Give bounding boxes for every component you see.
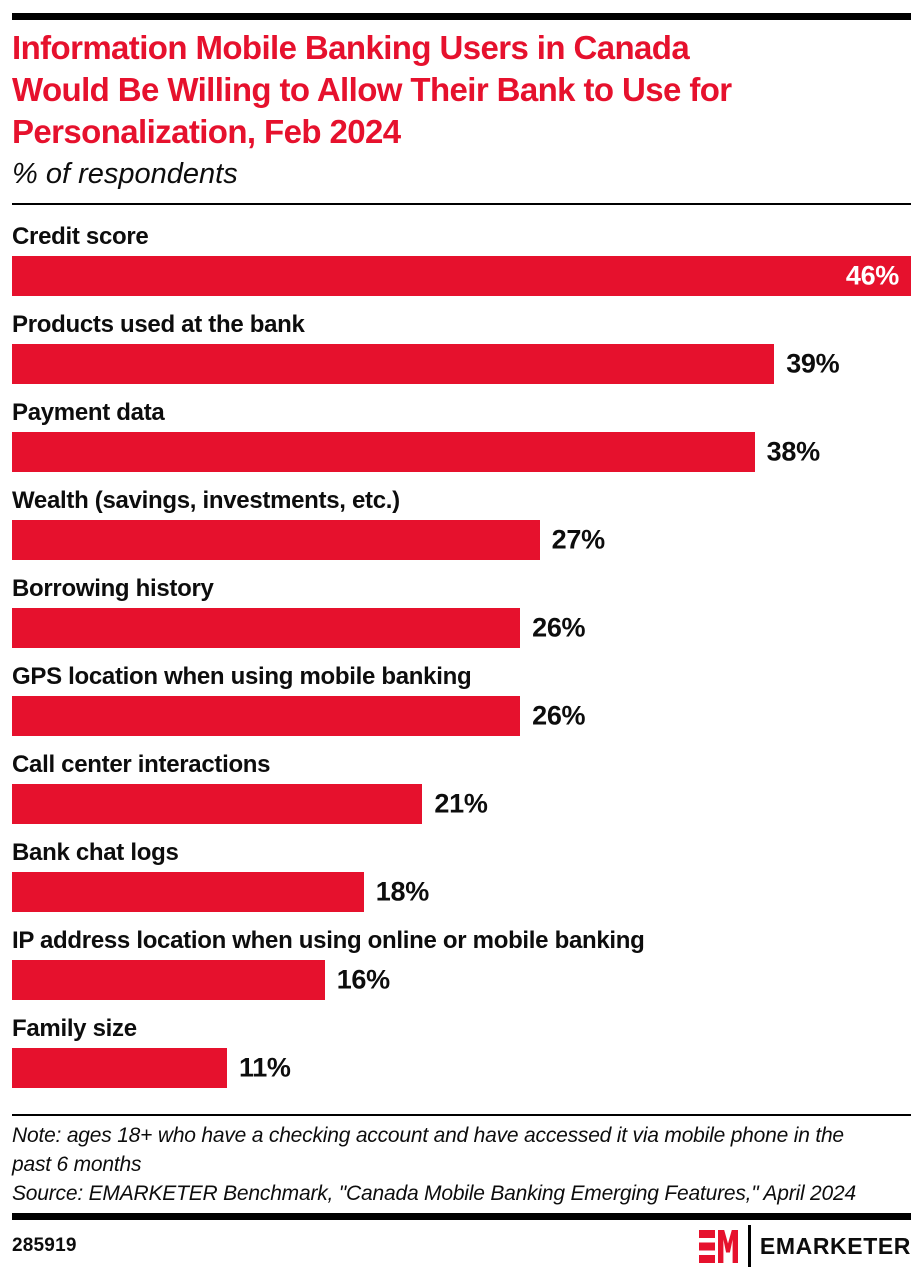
source-text: Source: EMARKETER Benchmark, "Canada Mob… <box>12 1182 856 1205</box>
page-title: Information Mobile Banking Users in Cana… <box>12 27 911 153</box>
bar-row: IP address location when using online or… <box>12 927 911 1000</box>
bar-category-label: Bank chat logs <box>12 839 179 866</box>
bar-row: Call center interactions 21% <box>12 751 911 824</box>
bar-track: 26% <box>12 608 911 648</box>
top-rule <box>12 13 911 20</box>
bar-track: 46% <box>12 256 911 296</box>
chart-id: 285919 <box>12 1235 77 1256</box>
bar-category-label: Call center interactions <box>12 751 271 778</box>
footer-rule <box>12 1213 911 1220</box>
bar-row: Payment data 38% <box>12 399 911 472</box>
bar-category-label: Payment data <box>12 399 165 426</box>
page-title-line: Would Be Willing to Allow Their Bank to … <box>12 71 732 108</box>
bar-value-label: 26% <box>532 612 586 643</box>
bar-category-label: IP address location when using online or… <box>12 927 645 954</box>
bar <box>12 696 521 736</box>
bar-value-label: 46% <box>845 260 899 291</box>
notes-block: Note: ages 18+ who have a checking accou… <box>12 1121 911 1208</box>
bar <box>12 432 755 472</box>
bar <box>12 784 423 824</box>
footer: 285919 EMARKETER <box>12 1220 911 1270</box>
bar-track: 26% <box>12 696 911 736</box>
logo-wordmark: EMARKETER <box>759 1232 911 1259</box>
bar-value-label: 39% <box>786 348 840 379</box>
em-logo-icon <box>698 1229 738 1263</box>
bar-value-label: 11% <box>238 1052 291 1083</box>
bar-track: 39% <box>12 344 911 384</box>
chart-subtitle: % of respondents <box>12 158 238 190</box>
bar-category-label: GPS location when using mobile banking <box>12 663 472 690</box>
bar-value-label: 38% <box>766 436 820 467</box>
bar-track: 16% <box>12 960 911 1000</box>
bar-category-label: Products used at the bank <box>12 311 305 338</box>
chart-page: Information Mobile Banking Users in Cana… <box>12 13 911 1267</box>
bar-value-label: 27% <box>551 524 605 555</box>
bar <box>12 608 521 648</box>
bar-value-label: 26% <box>532 700 586 731</box>
bar-track: 38% <box>12 432 911 472</box>
bar <box>12 520 540 560</box>
bar-track: 18% <box>12 872 911 912</box>
page-title-line: Information Mobile Banking Users in Cana… <box>12 29 690 66</box>
bar-category-label: Borrowing history <box>12 575 214 602</box>
bar-chart: Credit score 46% Products used at the ba… <box>12 223 911 1088</box>
bar-value-label: 21% <box>434 788 488 819</box>
bar-value-label: 16% <box>336 964 390 995</box>
bar-row: Bank chat logs 18% <box>12 839 911 912</box>
bar-row: Wealth (savings, investments, etc.) 27% <box>12 487 911 560</box>
bar-track: 27% <box>12 520 911 560</box>
note-text: Note: ages 18+ who have a checking accou… <box>12 1124 844 1176</box>
bar-row: Credit score 46% <box>12 223 911 296</box>
bar <box>12 872 364 912</box>
bar-category-label: Wealth (savings, investments, etc.) <box>12 487 400 514</box>
bar-track: 21% <box>12 784 911 824</box>
emarketer-logo: EMARKETER <box>698 1225 911 1267</box>
bar-category-label: Family size <box>12 1015 137 1042</box>
bar-row: GPS location when using mobile banking 2… <box>12 663 911 736</box>
chart-bottom-divider <box>12 1114 911 1116</box>
bar-category-label: Credit score <box>12 223 149 250</box>
page-title-line: Personalization, Feb 2024 <box>12 113 401 150</box>
logo-divider <box>747 1225 751 1267</box>
bar-value-label: 18% <box>375 876 429 907</box>
bar <box>12 960 325 1000</box>
bar <box>12 256 911 296</box>
bar-row: Family size 11% <box>12 1015 911 1088</box>
bar-track: 11% <box>12 1048 911 1088</box>
bar <box>12 344 775 384</box>
bar <box>12 1048 227 1088</box>
bar-row: Borrowing history 26% <box>12 575 911 648</box>
header-divider <box>12 203 911 205</box>
bar-row: Products used at the bank 39% <box>12 311 911 384</box>
